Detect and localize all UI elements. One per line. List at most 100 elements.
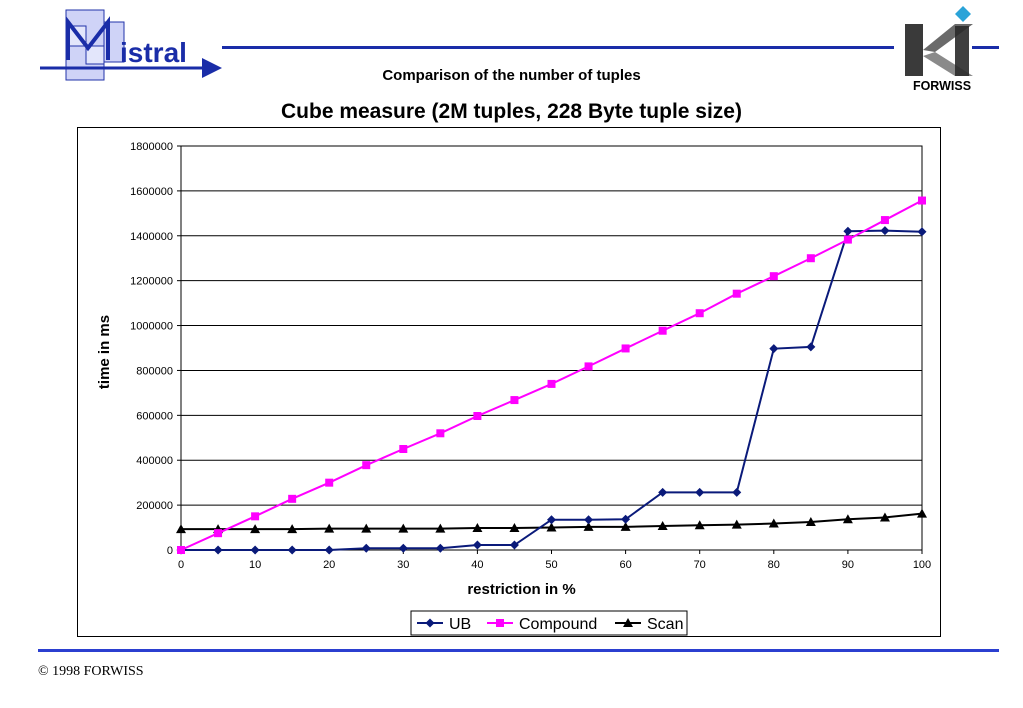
data-point <box>472 540 482 550</box>
data-point <box>398 543 408 553</box>
data-point <box>509 523 520 533</box>
data-point <box>472 523 483 533</box>
series-ub <box>176 226 927 555</box>
header-rule-right <box>972 46 999 49</box>
y-tick-label: 1600000 <box>130 186 173 198</box>
x-tick-label: 70 <box>694 559 706 571</box>
data-point <box>213 545 223 555</box>
data-point <box>425 618 435 628</box>
data-point <box>880 216 889 225</box>
data-point <box>806 342 816 352</box>
data-point <box>510 396 519 405</box>
data-point <box>287 524 298 534</box>
data-point <box>658 487 668 497</box>
data-point <box>584 362 593 371</box>
data-point <box>546 522 557 532</box>
data-point <box>547 515 556 525</box>
data-point <box>496 619 504 627</box>
y-tick-label: 800000 <box>136 365 173 377</box>
data-point <box>879 512 890 522</box>
data-point <box>843 226 853 236</box>
data-point <box>250 524 261 534</box>
x-tick-label: 30 <box>397 559 409 571</box>
y-tick-label: 0 <box>167 545 173 557</box>
data-point <box>623 618 633 627</box>
data-point <box>398 523 409 533</box>
series-compound <box>177 196 926 554</box>
data-point <box>657 520 668 530</box>
data-point <box>768 518 779 528</box>
data-point <box>214 529 223 538</box>
legend-label: UB <box>449 616 471 633</box>
x-tick-label: 40 <box>471 559 483 571</box>
data-point <box>399 445 408 453</box>
x-tick-label: 50 <box>545 559 557 571</box>
data-point <box>917 508 927 518</box>
data-point <box>769 344 779 354</box>
data-point <box>695 309 704 318</box>
x-tick-label: 10 <box>249 559 261 571</box>
series-scan <box>176 508 927 534</box>
data-point <box>769 272 778 281</box>
data-point <box>547 379 556 388</box>
copyright-footer: © 1998 FORWISS <box>38 664 144 679</box>
logo-text: istral <box>120 37 187 68</box>
mistral-logo: istral <box>40 9 222 81</box>
data-point <box>288 494 297 503</box>
y-tick-label: 400000 <box>136 455 173 467</box>
data-point <box>250 545 260 555</box>
data-point <box>732 487 742 497</box>
data-point <box>435 543 445 553</box>
x-tick-label: 0 <box>178 559 184 571</box>
data-point <box>436 429 445 438</box>
legend-entry-scan: Scan <box>615 616 683 633</box>
legend-label: Compound <box>519 616 597 633</box>
data-point <box>694 520 705 530</box>
x-tick-label: 90 <box>842 559 854 571</box>
data-point <box>435 523 446 533</box>
data-point <box>324 523 335 533</box>
line-chart: 0 200000 400000 600000 800000 1000000 1200000 1… <box>96 141 931 636</box>
data-point <box>287 545 297 555</box>
data-point <box>176 524 186 534</box>
data-point <box>362 461 371 470</box>
x-axis-label: restriction in % <box>467 581 575 598</box>
y-tick-label: 200000 <box>136 500 173 512</box>
data-point <box>621 514 631 524</box>
legend-label: Scan <box>647 616 683 633</box>
y-tick-label: 1200000 <box>130 276 173 288</box>
chart-title: Cube measure (2M tuples, 228 Byte tuple … <box>281 100 742 123</box>
data-point <box>584 515 594 525</box>
legend-entry-ub: UB <box>417 616 471 633</box>
data-point <box>806 254 815 263</box>
x-tick-label: 60 <box>619 559 631 571</box>
brand-label: FORWISS <box>912 79 972 93</box>
slide-subtitle: Comparison of the number of tuples <box>382 67 641 84</box>
footer-rule <box>38 649 999 652</box>
data-point <box>805 516 816 526</box>
forwiss-logo <box>905 6 973 76</box>
y-tick-label: 1800000 <box>130 141 173 153</box>
y-tick-label: 1400000 <box>130 231 173 243</box>
data-point <box>918 196 926 205</box>
data-point <box>324 545 334 555</box>
data-point <box>509 540 519 550</box>
data-point <box>583 521 594 531</box>
data-point <box>620 521 631 531</box>
y-tick-label: 600000 <box>136 410 173 422</box>
data-point <box>621 344 630 353</box>
x-tick-label: 20 <box>323 559 335 571</box>
data-point <box>361 543 371 553</box>
data-point <box>732 289 741 298</box>
data-point <box>658 326 667 335</box>
legend-box <box>410 610 688 636</box>
x-tick-label: 80 <box>768 559 780 571</box>
header-rule <box>222 46 894 49</box>
data-point <box>917 227 927 237</box>
x-tick-label: 100 <box>913 559 931 571</box>
data-point <box>731 519 742 529</box>
data-point <box>843 235 852 244</box>
data-point <box>177 546 185 554</box>
legend-entry-compound: Compound <box>487 616 597 633</box>
data-point <box>251 512 260 521</box>
